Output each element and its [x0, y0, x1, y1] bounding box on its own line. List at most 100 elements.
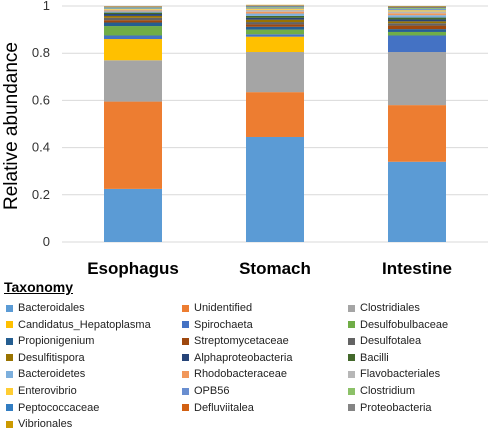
legend-swatch — [182, 388, 189, 395]
legend-item: Bacilli — [348, 350, 389, 366]
legend-item: Vibrionales — [6, 416, 72, 432]
legend-item: Spirochaeta — [182, 317, 253, 333]
legend-item: Unidentified — [182, 300, 252, 316]
legend-item: Candidatus_Hepatoplasma — [6, 317, 151, 333]
legend-swatch — [6, 321, 13, 328]
legend-label: Peptococcaceae — [18, 402, 99, 414]
bar-segment — [104, 8, 162, 9]
bar-segment — [388, 162, 446, 242]
legend-swatch — [182, 404, 189, 411]
legend-swatch — [348, 404, 355, 411]
legend-swatch — [6, 371, 13, 378]
bar-segment — [104, 189, 162, 242]
bar-segment — [246, 37, 304, 52]
bar-segment — [388, 10, 446, 11]
legend-label: Enterovibrio — [18, 385, 77, 397]
legend-label: Clostridiales — [360, 302, 420, 314]
legend-label: Propionigenium — [18, 335, 94, 347]
legend-label: Defluviitalea — [194, 402, 254, 414]
bar-segment — [388, 105, 446, 162]
bar-segment — [246, 92, 304, 137]
legend-item: Clostridium — [348, 383, 415, 399]
x-category-label: Intestine — [382, 259, 452, 278]
legend-item: Alphaproteobacteria — [182, 350, 292, 366]
y-tick-label: 0.4 — [32, 140, 50, 155]
bar-segment — [246, 34, 304, 36]
bar-segment — [104, 20, 162, 22]
x-category-label: Esophagus — [87, 259, 179, 278]
bar-segment — [246, 18, 304, 20]
legend-item: Proteobacteria — [348, 400, 432, 416]
legend-label: Rhodobacteraceae — [194, 368, 287, 380]
bar-segment — [246, 10, 304, 12]
bar-segment — [388, 7, 446, 8]
legend-item: Clostridiales — [348, 300, 420, 316]
legend-label: Desulfotalea — [360, 335, 421, 347]
bar-segment — [246, 12, 304, 14]
bar-segment — [246, 30, 304, 35]
legend-swatch — [348, 338, 355, 345]
bar-segment — [246, 16, 304, 18]
bar-segment — [104, 23, 162, 27]
legend-item: Rhodobacteraceae — [182, 366, 287, 382]
bar-segment — [104, 36, 162, 40]
bar-segment — [388, 15, 446, 17]
bar-segment — [388, 52, 446, 105]
legend-swatch — [6, 338, 13, 345]
bar-segment — [246, 52, 304, 92]
bar-segment — [388, 13, 446, 15]
legend-title: Taxonomy — [4, 279, 73, 295]
y-tick-label: 0 — [43, 234, 50, 249]
bar-segment — [104, 11, 162, 12]
legend-label: Proteobacteria — [360, 402, 432, 414]
bar-segment — [388, 19, 446, 21]
bar-segment — [246, 137, 304, 242]
legend-label: Bacilli — [360, 352, 389, 364]
bar-segment — [104, 102, 162, 189]
legend-item: Enterovibrio — [6, 383, 77, 399]
bar-segment — [104, 8, 162, 9]
bar-segment — [246, 14, 304, 16]
bar-segment — [104, 9, 162, 10]
bar-segment — [246, 6, 304, 7]
legend-item: OPB56 — [182, 383, 229, 399]
legend-label: Spirochaeta — [194, 319, 253, 331]
legend-label: Bacteroidetes — [18, 368, 85, 380]
bar-segment — [388, 18, 446, 20]
bar-segment — [246, 22, 304, 24]
y-tick-label: 0.8 — [32, 45, 50, 60]
bar-segment — [246, 20, 304, 22]
legend-swatch — [182, 371, 189, 378]
bar-segment — [104, 26, 162, 35]
bar-segment — [104, 10, 162, 11]
bar-segment — [104, 39, 162, 60]
bar-segment — [104, 13, 162, 14]
legend-swatch — [6, 388, 13, 395]
legend-item: Bacteroidetes — [6, 366, 85, 382]
y-tick-label: 1 — [43, 0, 50, 13]
bar-segment — [388, 23, 446, 25]
legend-label: Candidatus_Hepatoplasma — [18, 319, 151, 331]
legend-swatch — [6, 305, 13, 312]
legend-swatch — [348, 371, 355, 378]
legend-item: Bacteroidales — [6, 300, 85, 316]
legend-label: Desulfobulbaceae — [360, 319, 448, 331]
legend-label: OPB56 — [194, 385, 229, 397]
legend-swatch — [182, 338, 189, 345]
legend-item: Defluviitalea — [182, 400, 254, 416]
bar-segment — [388, 8, 446, 9]
legend-swatch — [182, 354, 189, 361]
bar-segment — [246, 8, 304, 9]
bar-segment — [388, 26, 446, 30]
bar-segment — [388, 32, 446, 36]
legend-label: Bacteroidales — [18, 302, 85, 314]
legend-swatch — [182, 321, 189, 328]
legend-label: Streptomycetaceae — [194, 335, 289, 347]
bar-segment — [104, 18, 162, 20]
bar-segment — [388, 36, 446, 53]
legend-swatch — [348, 305, 355, 312]
bar-segment — [388, 21, 446, 23]
legend-swatch — [348, 321, 355, 328]
